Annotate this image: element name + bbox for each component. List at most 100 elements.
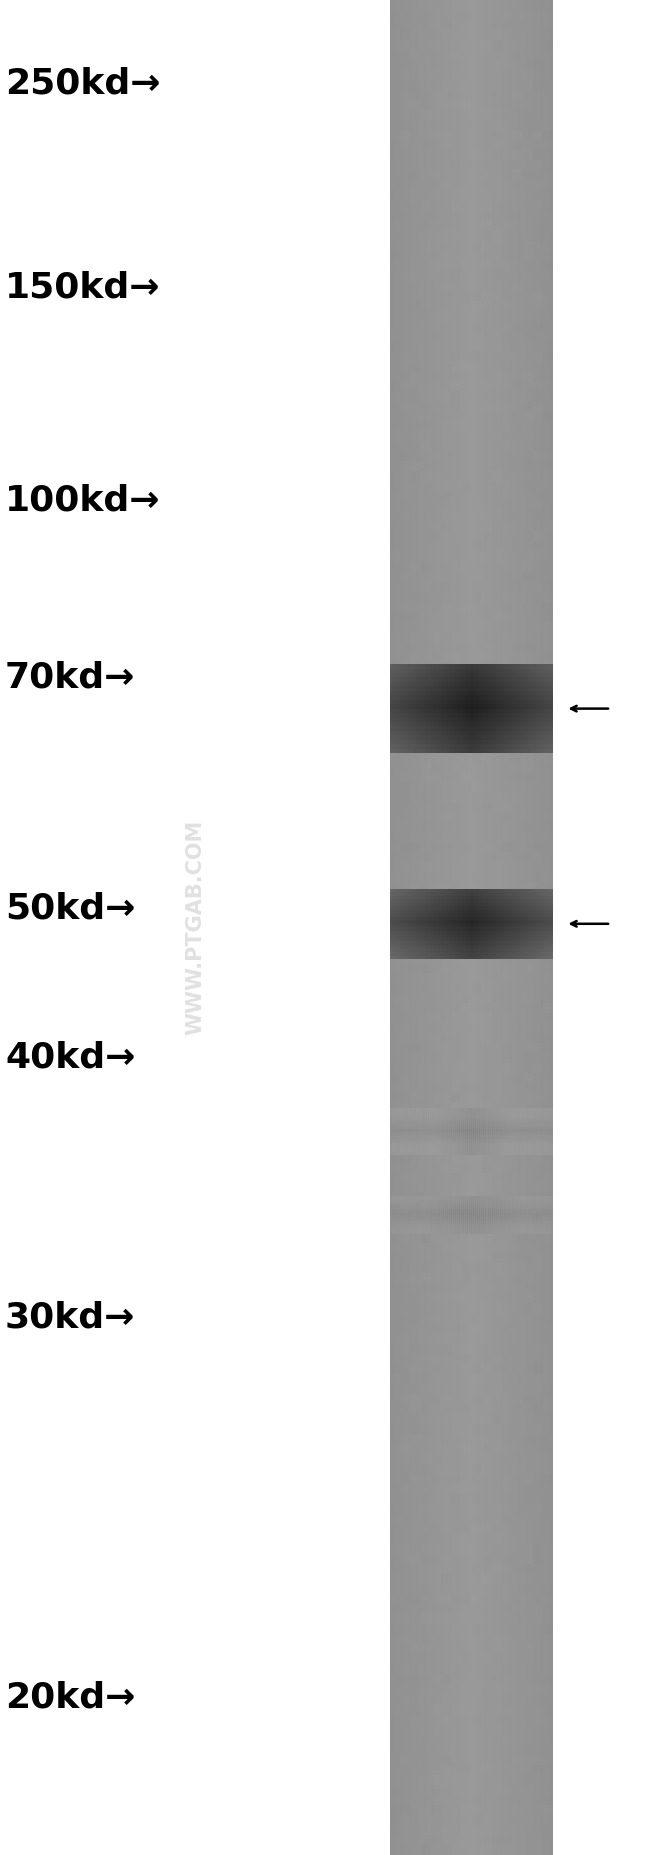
Bar (526, 1139, 529, 1141)
Bar (545, 1222, 547, 1224)
Bar (457, 1111, 460, 1113)
Bar (471, 1217, 474, 1219)
Bar (524, 1215, 527, 1217)
Bar (445, 944, 448, 948)
Bar (419, 900, 421, 903)
Bar (422, 916, 426, 920)
Bar (412, 705, 415, 709)
Bar (532, 1143, 535, 1145)
Bar (547, 1130, 549, 1132)
Bar (394, 1120, 397, 1122)
Bar (491, 1232, 495, 1234)
Bar (421, 1222, 424, 1224)
Bar (439, 1213, 442, 1215)
Bar (502, 1202, 505, 1204)
Bar (404, 920, 408, 924)
Bar (394, 690, 397, 696)
Bar (524, 696, 527, 699)
Bar (518, 1130, 521, 1132)
Bar (471, 744, 474, 749)
Bar (502, 952, 505, 955)
Bar (441, 952, 444, 955)
Bar (542, 896, 545, 900)
Bar (518, 718, 521, 722)
Bar (412, 889, 415, 892)
Bar (528, 731, 531, 735)
Bar (530, 1209, 533, 1211)
Bar (495, 677, 499, 683)
Bar (473, 1221, 476, 1222)
Bar (502, 1209, 505, 1211)
Bar (443, 952, 446, 955)
Bar (510, 699, 513, 705)
Bar (447, 920, 450, 924)
Bar (495, 920, 499, 924)
Bar (526, 928, 529, 931)
Bar (445, 718, 448, 722)
Bar (491, 909, 495, 913)
Bar (545, 1133, 547, 1135)
Bar (528, 727, 531, 731)
Bar (526, 1204, 529, 1206)
Bar (404, 690, 408, 696)
Bar (433, 900, 436, 903)
Bar (502, 920, 505, 924)
Bar (459, 718, 462, 722)
Bar (422, 935, 426, 939)
Bar (528, 690, 531, 696)
Bar (475, 1122, 478, 1124)
Bar (547, 1228, 549, 1230)
Bar (482, 718, 484, 722)
Bar (477, 924, 480, 928)
Bar (424, 1143, 428, 1145)
Bar (433, 909, 436, 913)
Bar (412, 1145, 415, 1148)
Bar (433, 916, 436, 920)
Bar (433, 740, 436, 744)
Bar (518, 1133, 521, 1135)
Bar (540, 686, 543, 690)
Bar (514, 1202, 517, 1204)
Bar (394, 686, 397, 690)
Bar (502, 1152, 505, 1154)
Bar (404, 740, 408, 744)
Bar (469, 1152, 473, 1154)
Bar (406, 1222, 410, 1224)
Bar (484, 1141, 486, 1143)
Bar (467, 916, 470, 920)
Bar (451, 740, 454, 744)
Bar (408, 1133, 411, 1135)
Bar (441, 1126, 444, 1130)
Bar (469, 699, 473, 705)
Bar (493, 940, 497, 944)
Bar (415, 1204, 417, 1206)
Bar (419, 722, 421, 727)
Bar (530, 955, 533, 959)
Bar (451, 705, 454, 709)
Bar (421, 944, 424, 948)
Bar (396, 718, 399, 722)
Bar (422, 1135, 426, 1139)
Bar (469, 892, 473, 896)
Bar (484, 1135, 486, 1139)
Bar (441, 1107, 444, 1111)
Bar (455, 1145, 458, 1148)
Bar (495, 740, 499, 744)
Bar (421, 749, 424, 753)
Bar (447, 1228, 450, 1230)
Bar (477, 1202, 480, 1204)
Bar (421, 1130, 424, 1132)
Bar (506, 1211, 509, 1213)
Bar (465, 686, 468, 690)
Bar (417, 1143, 419, 1145)
Bar (465, 1221, 468, 1222)
Bar (540, 939, 543, 940)
Bar (506, 1222, 509, 1224)
Bar (534, 1204, 538, 1206)
Bar (518, 1209, 521, 1211)
Bar (528, 1135, 531, 1139)
Bar (455, 1200, 458, 1202)
Bar (514, 952, 517, 955)
Bar (518, 1150, 521, 1152)
Bar (512, 690, 515, 696)
